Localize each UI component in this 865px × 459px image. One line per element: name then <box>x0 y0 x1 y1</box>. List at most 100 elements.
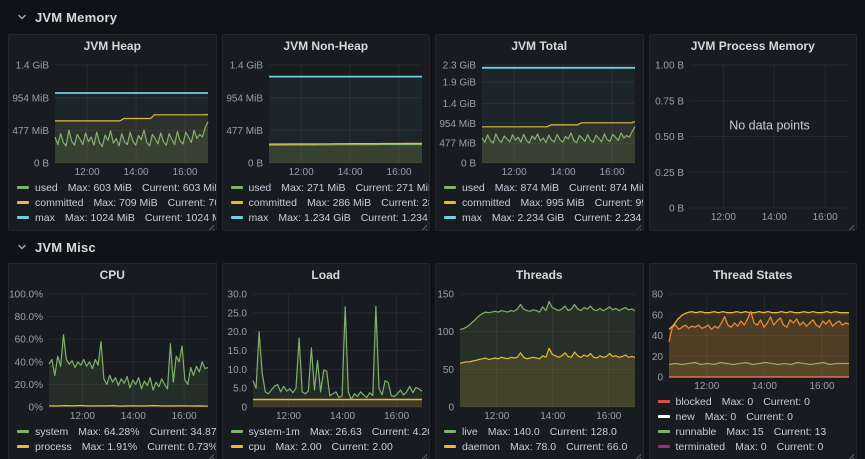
legend-item[interactable]: used Max: 603 MiB Current: 603 MiB <box>17 180 216 195</box>
x-axis-tick-label: 16:00 <box>809 381 834 392</box>
row-header-jvm-memory[interactable]: JVM Memory <box>8 0 857 34</box>
series-line-system-1m <box>251 305 422 401</box>
legend-item[interactable]: committed Max: 709 MiB Current: 709 MiB <box>17 195 216 210</box>
resize-handle-icon[interactable] <box>846 220 855 230</box>
chart-area[interactable]: 0 B 477 MiB 954 MiB 1.4 GiB 12:00 14:00 16:00 <box>9 57 216 179</box>
legend-current-value: Current: 0.73% <box>147 440 216 453</box>
series-fill-max <box>55 93 208 163</box>
chart-area[interactable]: 0 B 477 MiB 954 MiB 1.4 GiB 12:00 14:00 16:00 <box>223 57 430 179</box>
time-series-chart[interactable]: 0 B 477 MiB 954 MiB 1.4 GiB 12:00 14:00 16:00 <box>223 57 430 179</box>
chart-area[interactable]: 0 B 0.25 B 0.50 B 0.75 B 1.00 B 12:00 14:00 16:… <box>650 57 857 224</box>
time-series-chart[interactable]: 0% 20.0% 40.0% 60.0% 80.0% 100.0% 12:00 14:00 16… <box>9 286 216 423</box>
resize-handle-icon[interactable] <box>419 220 428 230</box>
panel-title-text: JVM Non-Heap <box>283 39 369 53</box>
legend-max-value: Max: 874 MiB <box>494 181 559 194</box>
y-axis-tick-label: 0% <box>29 403 44 414</box>
y-axis-tick-label: 954 MiB <box>12 93 49 104</box>
y-axis-tick-label: 0 <box>657 373 663 384</box>
resize-handle-icon[interactable] <box>846 449 855 459</box>
time-series-chart[interactable]: 0 5.0 10.0 15.0 20.0 25.0 30.0 12:00 14:00 16:00 <box>223 286 430 423</box>
legend-item[interactable]: live Max: 140.0 Current: 128.0 <box>444 424 643 439</box>
time-series-chart[interactable]: 0 B 0.25 B 0.50 B 0.75 B 1.00 B 12:00 14:00 16:… <box>650 57 857 224</box>
legend-current-value: Current: 4.20 <box>371 425 429 438</box>
legend-item[interactable]: new Max: 0 Current: 0 <box>657 409 857 424</box>
row-header-jvm-misc[interactable]: JVM Misc <box>8 231 857 263</box>
panel-title-text: JVM Heap <box>83 39 141 53</box>
x-axis-tick-label: 12:00 <box>288 167 313 178</box>
legend-item[interactable]: system Max: 64.28% Current: 34.87% <box>17 424 216 439</box>
y-axis-tick-label: 0 B <box>34 159 49 170</box>
legend-max-value: Max: 0 <box>704 410 737 423</box>
row-title: JVM Memory <box>35 9 118 25</box>
legend-item[interactable]: terminated Max: 0 Current: 0 <box>657 439 857 454</box>
panel-title[interactable]: Thread States <box>650 264 857 286</box>
panel-title[interactable]: JVM Non-Heap <box>223 35 430 57</box>
legend-swatch-icon <box>657 415 670 418</box>
panel: JVM Heap 0 B 477 MiB 954 MiB 1.4 GiB 12:00 14:… <box>8 34 217 231</box>
time-series-chart[interactable]: 0 B 477 MiB 954 MiB 1.4 GiB 1.9 GiB 2.3 GiB 12… <box>436 57 643 179</box>
series-fill-runnable <box>668 362 849 377</box>
panel-title[interactable]: Load <box>223 264 430 286</box>
chart-area[interactable]: 0 B 477 MiB 954 MiB 1.4 GiB 1.9 GiB 2.3 GiB 12… <box>436 57 643 179</box>
legend-item[interactable]: max Max: 1024 MiB Current: 1024 MiB <box>17 210 216 225</box>
chart-area[interactable]: 0 20 40 60 80 12:00 14:00 16:00 <box>650 286 857 393</box>
y-axis-tick-label: 0.50 B <box>655 132 684 143</box>
panel-title[interactable]: CPU <box>9 264 216 286</box>
legend-item[interactable]: daemon Max: 78.0 Current: 66.0 <box>444 439 643 454</box>
panel-title[interactable]: JVM Total <box>436 35 643 57</box>
panel-grid: CPU 0% 20.0% 40.0% 60.0% 80.0% 100.0% 12:00 14:0… <box>8 263 857 459</box>
legend-item[interactable]: blocked Max: 0 Current: 0 <box>657 394 857 409</box>
panel-title[interactable]: JVM Heap <box>9 35 216 57</box>
legend-item[interactable]: max Max: 2.234 GiB Current: 2.234 GiB <box>444 210 643 225</box>
x-axis-tick-label: 14:00 <box>761 212 786 223</box>
legend-item[interactable]: runnable Max: 15 Current: 13 <box>657 424 857 439</box>
resize-handle-icon[interactable] <box>419 449 428 459</box>
legend-item[interactable]: cpu Max: 2.00 Current: 2.00 <box>230 439 430 454</box>
panel-title[interactable]: JVM Process Memory <box>650 35 857 57</box>
resize-handle-icon[interactable] <box>206 220 215 230</box>
chart-area[interactable]: 0% 20.0% 40.0% 60.0% 80.0% 100.0% 12:00 14:00 16… <box>9 286 216 423</box>
series-fill-daemon <box>460 348 635 407</box>
chart-area[interactable]: 0 5.0 10.0 15.0 20.0 25.0 30.0 12:00 14:00 16:00 <box>223 286 430 423</box>
panel-title[interactable]: Threads <box>436 264 643 286</box>
time-series-chart[interactable]: 0 20 40 60 80 12:00 14:00 16:00 <box>650 286 857 393</box>
legend-series-name: committed <box>462 196 511 209</box>
legend-item[interactable]: used Max: 271 MiB Current: 271 MiB <box>230 180 429 195</box>
legend-item[interactable]: committed Max: 286 MiB Current: 286 MiB <box>230 195 429 210</box>
chart-area[interactable]: 0 50 100 150 12:00 14:00 16:00 <box>436 286 643 423</box>
series-fill-used <box>268 144 422 163</box>
resize-handle-icon[interactable] <box>206 449 215 459</box>
panel: JVM Non-Heap 0 B 477 MiB 954 MiB 1.4 GiB 12:0… <box>221 34 430 231</box>
legend-item[interactable]: max Max: 1.234 GiB Current: 1.234 GiB <box>230 210 429 225</box>
series-line-committed <box>55 113 209 122</box>
series-line-committed <box>482 121 636 128</box>
series-line-daemon <box>459 347 636 364</box>
x-axis-tick-label: 14:00 <box>121 411 146 422</box>
y-axis-tick-label: 25.0 <box>227 308 247 319</box>
legend-max-value: Max: 603 MiB <box>67 181 132 194</box>
panel: Threads 0 50 100 150 12:00 14:00 16:00 live Max: … <box>435 263 644 459</box>
time-series-chart[interactable]: 0 B 477 MiB 954 MiB 1.4 GiB 12:00 14:00 16:00 <box>9 57 216 179</box>
legend-max-value: Max: 1.91% <box>81 440 138 453</box>
legend-max-value: Max: 64.28% <box>78 425 140 438</box>
time-series-chart[interactable]: 0 50 100 150 12:00 14:00 16:00 <box>436 286 643 423</box>
resize-handle-icon[interactable] <box>633 449 642 459</box>
series-line-series-orange <box>667 310 849 342</box>
legend-item[interactable]: system-1m Max: 26.63 Current: 4.20 <box>230 424 429 439</box>
resize-handle-icon[interactable] <box>633 220 642 230</box>
legend: used Max: 874 MiB Current: 874 MiB committe… <box>436 179 643 230</box>
series-line-used <box>54 121 209 148</box>
legend-item[interactable]: committed Max: 995 MiB Current: 995 MiB <box>444 195 643 210</box>
y-axis-tick-label: 40.0% <box>15 357 43 368</box>
x-axis-tick-label: 12:00 <box>694 381 719 392</box>
y-axis-tick-label: 60 <box>651 310 663 321</box>
legend-swatch-icon <box>444 186 456 189</box>
legend-max-value: Max: 995 MiB <box>520 196 585 209</box>
panel: JVM Process Memory 0 B 0.25 B 0.50 B 0.75 B 1… <box>648 34 857 231</box>
y-axis-tick-label: 1.00 B <box>655 61 684 72</box>
legend-current-value: Current: 1024 MiB <box>144 211 216 224</box>
legend-series-name: process <box>35 440 72 453</box>
y-axis-tick-label: 954 MiB <box>226 93 263 104</box>
legend-item[interactable]: used Max: 874 MiB Current: 874 MiB <box>444 180 643 195</box>
legend-item[interactable]: process Max: 1.91% Current: 0.73% <box>17 439 216 454</box>
